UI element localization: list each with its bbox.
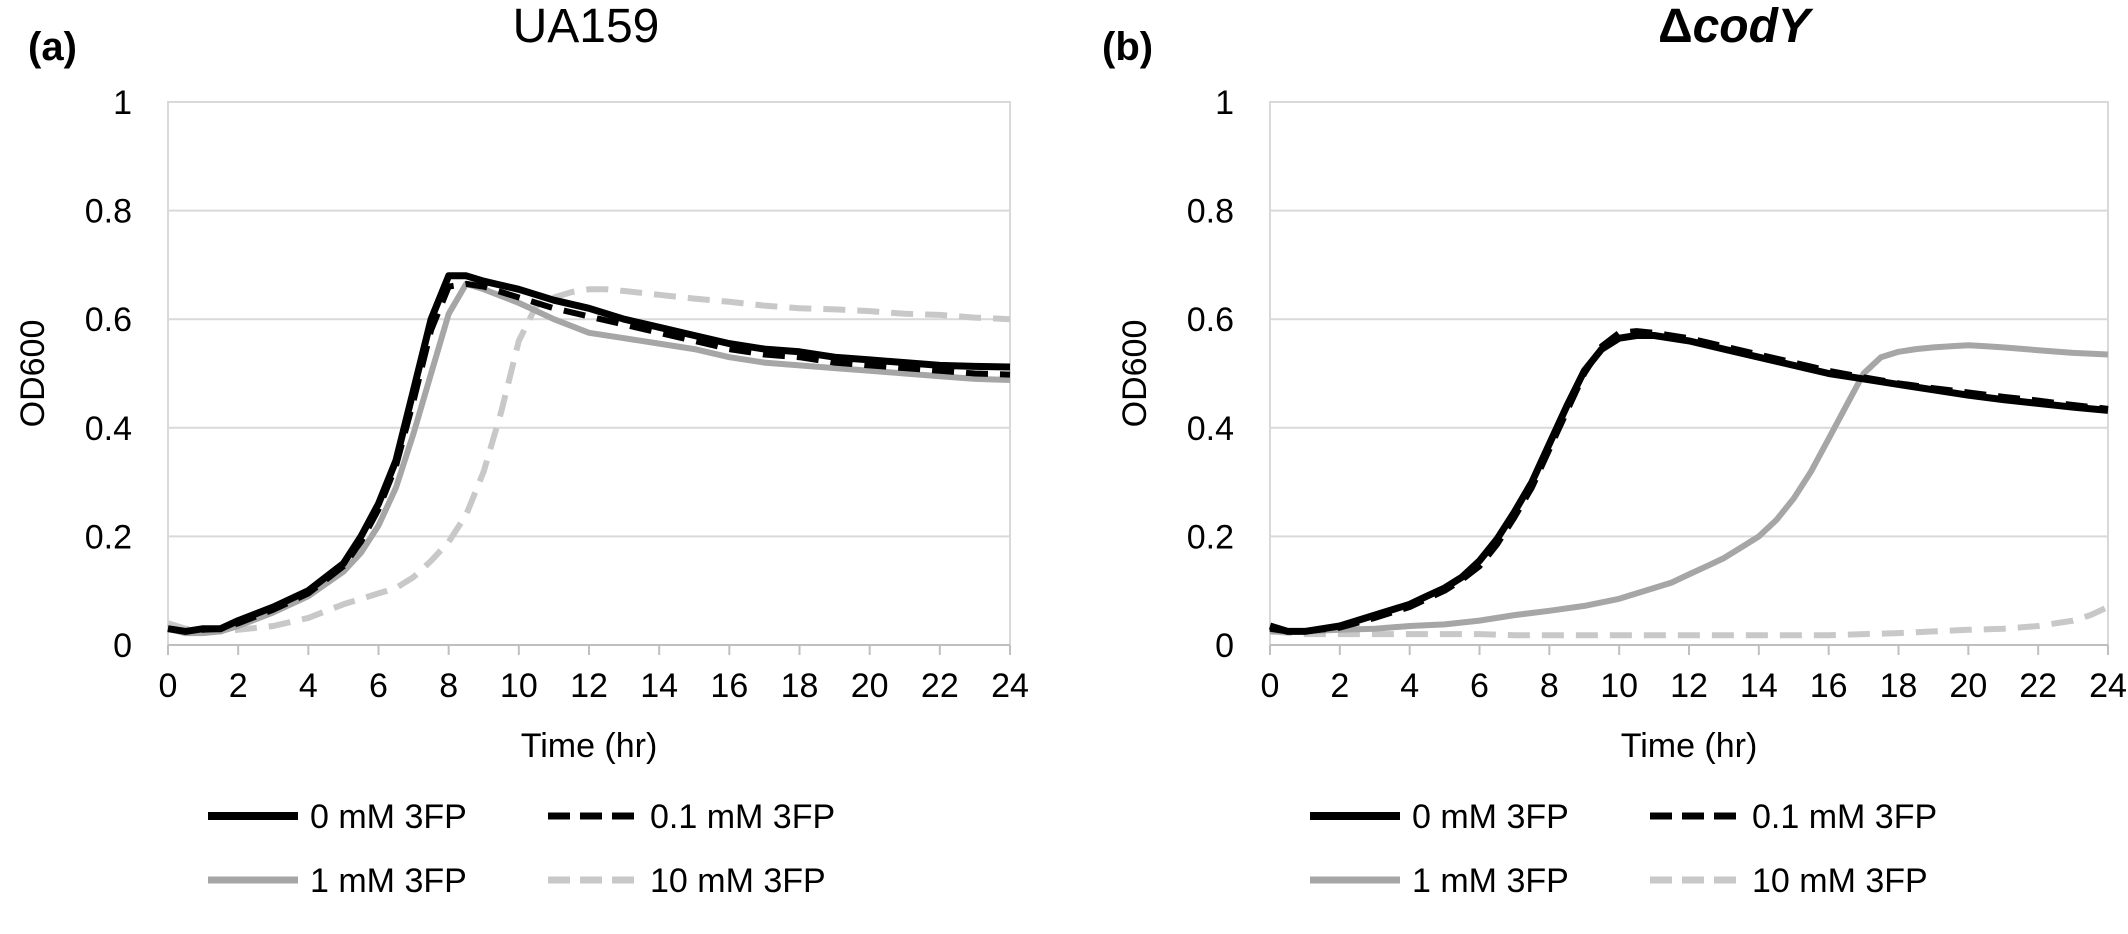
x-tick-label: 18: [781, 667, 819, 705]
x-tick-label: 4: [299, 667, 318, 705]
x-tick-label: 0: [1261, 667, 1280, 705]
x-tick-label: 20: [851, 667, 889, 705]
plot-border: [1269, 101, 2109, 646]
legend-label: 0 mM 3FP: [310, 798, 467, 836]
x-tick-label: 22: [2019, 667, 2057, 705]
x-tick-label: 0: [159, 667, 178, 705]
y-tick-label: 0.8: [1187, 193, 1234, 231]
y-tick-label: 0: [113, 627, 132, 665]
y-tick-label: 0: [1215, 627, 1234, 665]
chart-panel-a: (a) UA159 0 0.2 0.4 0.6 0.8 1 0 2 4 6 8 10 12 14 16 18 2…: [0, 0, 1064, 929]
x-axis-label: Time (hr): [521, 727, 658, 765]
x-axis-label: Time (hr): [1621, 727, 1758, 765]
x-tick-label: 24: [2089, 667, 2127, 705]
x-tick-label: 16: [1810, 667, 1848, 705]
series-line-10-mm-3fp: [167, 286, 1011, 635]
legend-label: 0.1 mM 3FP: [1752, 798, 1937, 836]
delta-symbol: Δ: [1658, 0, 1693, 53]
chart-title: ΔcodY: [1658, 0, 1814, 53]
x-tick-label: 24: [991, 667, 1029, 705]
panel-letter: (a): [28, 25, 77, 69]
series-line-0-mm-3fp: [1268, 332, 2109, 635]
y-tick-label: 0.2: [1187, 518, 1234, 556]
x-tick-label: 10: [1600, 667, 1638, 705]
plot-area: 00.20.40.60.810 2 4 6 8 10 12 14 16 18 20 22 24Time …: [14, 84, 1029, 900]
x-tick-label: 14: [1740, 667, 1778, 705]
y-tick-label: 0.4: [1187, 410, 1234, 448]
y-axis-label: OD600: [1116, 320, 1154, 428]
x-tick-label: 20: [1949, 667, 1987, 705]
x-tick-label: 8: [1540, 667, 1559, 705]
plot-area: 00.20.40.60.810 2 4 6 8 10 12 14 16 18 20 22 24Time …: [1116, 84, 2127, 900]
legend-label: 1 mM 3FP: [1412, 862, 1569, 900]
legend-label: 10 mM 3FP: [1752, 862, 1928, 900]
title-gene-name: codY: [1693, 0, 1814, 53]
x-tick-label: 4: [1400, 667, 1419, 705]
series-line-10-mm-3fp: [1269, 604, 2110, 639]
panel-letter-text: (b): [1102, 25, 1153, 69]
y-tick-label: 0.6: [1187, 301, 1234, 339]
x-tick-label: 8: [439, 667, 458, 705]
x-tick-label: 12: [570, 667, 608, 705]
x-tick-label: 12: [1670, 667, 1708, 705]
x-tick-label: 16: [710, 667, 748, 705]
x-tick-label: 2: [1330, 667, 1349, 705]
legend-label: 10 mM 3FP: [650, 862, 826, 900]
y-tick-label: 1: [1215, 84, 1234, 122]
x-tick-label: 6: [1470, 667, 1489, 705]
y-tick-label: 1: [113, 84, 132, 122]
panel-letter-text: (a): [28, 25, 77, 69]
chart-panel-b: (b) ΔcodY 0 0.2 0.4 0.6 0.8 1 0 2 4 6 8 10 12 14 16 18 2…: [1064, 0, 2128, 929]
series-line-1-mm-3fp: [1270, 342, 2109, 635]
series-line-1-mm-3fp: [167, 280, 1011, 637]
x-tick-label: 22: [921, 667, 959, 705]
y-tick-label: 0.4: [85, 410, 132, 448]
chart-title: UA159: [513, 0, 660, 53]
y-tick-label: 0.6: [85, 301, 132, 339]
legend-label: 1 mM 3FP: [310, 862, 467, 900]
y-tick-label: 0.2: [85, 518, 132, 556]
chart-svg-a: (a) UA159 00.20.40.60.810 2 4 6 8 10 12 14 16 18 2…: [14, 0, 1029, 900]
legend: 0 mM 3FP 0.1 mM 3FP 1 mM 3FP 10 mM 3FP: [1310, 798, 1937, 900]
x-tick-label: 18: [1880, 667, 1918, 705]
x-tick-label: 14: [640, 667, 678, 705]
series-line-01-mm-3fp: [167, 280, 1011, 635]
y-axis-label: OD600: [14, 320, 52, 428]
legend-label: 0.1 mM 3FP: [650, 798, 835, 836]
chart-svg-b: (b) ΔcodY 00.20.40.60.810 2 4 6 8 10 12 14 16 18 2…: [1102, 0, 2127, 900]
series-line-01-mm-3fp: [1269, 328, 2109, 635]
x-tick-label: 6: [369, 667, 388, 705]
legend-label: 0 mM 3FP: [1412, 798, 1569, 836]
x-tick-label: 2: [229, 667, 248, 705]
y-tick-label: 0.8: [85, 193, 132, 231]
series-line-0-mm-3fp: [167, 272, 1011, 635]
legend: 0 mM 3FP 0.1 mM 3FP 1 mM 3FP 10 mM 3FP: [208, 798, 835, 900]
x-tick-label: 10: [500, 667, 538, 705]
